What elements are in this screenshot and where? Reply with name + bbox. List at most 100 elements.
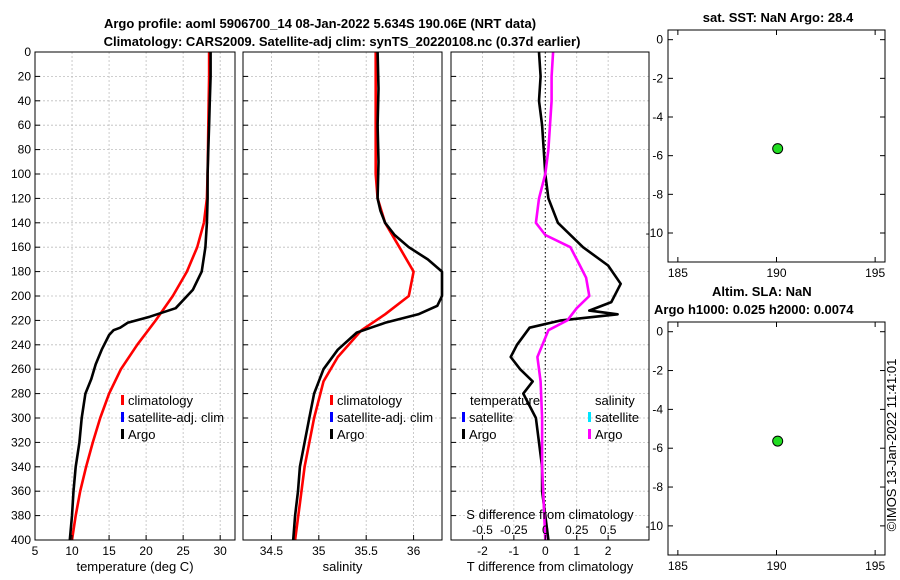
main-title-line1: Argo profile: aoml 5906700_14 08-Jan-202… xyxy=(104,16,536,31)
sla-map-panel: 0 -2 -4 -6 -8 -10 185 190 195 xyxy=(646,321,886,573)
main-title-line2: Climatology: CARS2009. Satellite-adj cli… xyxy=(104,34,581,49)
legend-diff-temp-argo-swatch xyxy=(462,429,465,439)
salinity-xtick-label: 35 xyxy=(312,544,326,558)
legend-temp-climatology-label: climatology xyxy=(128,393,194,408)
salinity-gridlines xyxy=(243,51,442,541)
temperature-xtick-label: 5 xyxy=(32,544,39,558)
difference-xtick-label: -2 xyxy=(477,544,488,558)
legend-diff-temp-satellite-label: satellite xyxy=(469,410,513,425)
legend-sal-argo-swatch xyxy=(330,429,333,439)
depth-tick-label: 80 xyxy=(18,143,32,157)
sla-ytick-label: -2 xyxy=(652,364,663,378)
depth-tick-label: 140 xyxy=(11,216,31,230)
legend-temp-satellite-adj-swatch xyxy=(121,412,124,422)
legend-diff-salinity-heading: salinity xyxy=(595,393,635,408)
temperature-argo-line xyxy=(68,52,212,541)
depth-tick-label: 240 xyxy=(11,338,31,352)
depth-tick-label: 0 xyxy=(24,45,31,59)
legend-diff-temp-argo-label: Argo xyxy=(469,427,496,442)
legend-sal-argo-label: Argo xyxy=(337,427,364,442)
difference-xtick-label: 2 xyxy=(605,544,612,558)
depth-tick-label: 60 xyxy=(18,118,32,132)
legend-sal-satellite-adj-swatch xyxy=(330,412,333,422)
depth-tick-label: 120 xyxy=(11,191,31,205)
sst-xtick-label: 185 xyxy=(668,266,688,280)
sla-ytick-label: -10 xyxy=(646,519,664,533)
salinity-argo-line xyxy=(291,51,444,541)
sst-ytick-label: -6 xyxy=(652,149,663,163)
legend-sal-climatology-label: climatology xyxy=(337,393,403,408)
depth-tick-label: 180 xyxy=(11,265,31,279)
difference-argo-temperature-line xyxy=(509,51,623,541)
sla-ytick-label: -6 xyxy=(652,441,663,455)
depth-tick-label: 320 xyxy=(11,435,31,449)
depth-tick-label: 160 xyxy=(11,240,31,254)
sdiff-tick-label: -0.5 xyxy=(472,523,493,537)
legend-sal-climatology-swatch xyxy=(330,395,333,405)
salinity-xtick-label: 35.5 xyxy=(355,544,379,558)
sst-xtick-label: 195 xyxy=(865,266,885,280)
sdiff-axis-label: S difference from climatology xyxy=(466,507,634,522)
sst-ytick-label: -10 xyxy=(646,226,664,240)
sdiff-tick-label: 0.25 xyxy=(565,523,589,537)
sla-panel-title-line2: Argo h1000: 0.025 h2000: 0.0074 xyxy=(654,302,854,317)
temperature-xlabel: temperature (deg C) xyxy=(76,559,193,574)
temperature-xtick-label: 15 xyxy=(102,544,116,558)
depth-tick-label: 280 xyxy=(11,387,31,401)
legend-diff-temp-satellite-swatch xyxy=(462,412,465,422)
sst-ytick-label: -8 xyxy=(652,187,663,201)
temperature-xtick-label: 30 xyxy=(214,544,228,558)
sla-xtick-label: 190 xyxy=(766,559,786,573)
sla-xtick-label: 185 xyxy=(668,559,688,573)
difference-xlabel: T difference from climatology xyxy=(467,559,634,574)
legend-temp-argo-swatch xyxy=(121,429,124,439)
depth-tick-label: 40 xyxy=(18,94,32,108)
legend-diff-sal-satellite-label: satellite xyxy=(595,410,639,425)
sst-map-panel: 0 -2 -4 -6 -8 -10 185 190 195 xyxy=(646,29,886,280)
sla-ytick-label: 0 xyxy=(656,325,663,339)
temperature-gridlines xyxy=(34,51,235,541)
sla-ytick-label: -8 xyxy=(652,480,663,494)
salinity-panel: 34.5 35 35.5 36 salinity xyxy=(242,51,444,574)
depth-tick-label: 360 xyxy=(11,484,31,498)
temperature-xtick-label: 25 xyxy=(176,544,190,558)
sla-xtick-label: 195 xyxy=(865,559,885,573)
temperature-xtick-label: 10 xyxy=(65,544,79,558)
sst-ytick-label: 0 xyxy=(656,33,663,47)
legend-diff-sal-argo-swatch xyxy=(588,429,591,439)
sla-float-location-point xyxy=(772,435,784,447)
sla-ytick-label: -4 xyxy=(652,402,663,416)
sdiff-tick-label: -0.25 xyxy=(500,523,528,537)
sst-float-location-point xyxy=(772,143,784,155)
temperature-xtick-label: 20 xyxy=(139,544,153,558)
salinity-xtick-label: 36 xyxy=(407,544,421,558)
sst-ytick-label: -4 xyxy=(652,110,663,124)
difference-xtick-label: 1 xyxy=(573,544,580,558)
depth-tick-label: 340 xyxy=(11,460,31,474)
difference-argo-salinity-line xyxy=(534,51,591,541)
depth-tick-label: 220 xyxy=(11,313,31,327)
legend-temp-climatology-swatch xyxy=(121,395,124,405)
imos-timestamp: ©IMOS 13-Jan-2022 11:41:01 xyxy=(884,359,899,532)
salinity-xlabel: salinity xyxy=(323,559,363,574)
depth-tick-label: 100 xyxy=(11,167,31,181)
sdiff-tick-label: 0 xyxy=(542,523,549,537)
sdiff-tick-label: 0.5 xyxy=(600,523,617,537)
difference-xtick-label: -1 xyxy=(509,544,520,558)
sst-xtick-label: 190 xyxy=(766,266,786,280)
sla-panel-title-line1: Altim. SLA: NaN xyxy=(712,284,812,299)
legend-temp-argo-label: Argo xyxy=(128,427,155,442)
depth-tick-label: 380 xyxy=(11,509,31,523)
sst-ytick-label: -2 xyxy=(652,71,663,85)
difference-xtick-label: 0 xyxy=(542,544,549,558)
depth-tick-label: 260 xyxy=(11,362,31,376)
sst-panel-title: sat. SST: NaN Argo: 28.4 xyxy=(703,10,854,25)
salinity-climatology-line xyxy=(293,52,415,541)
depth-tick-label: 20 xyxy=(18,69,32,83)
legend-diff-temperature-heading: temperature xyxy=(470,393,540,408)
legend-sal-satellite-adj-label: satellite-adj. clim xyxy=(337,410,433,425)
legend-diff-sal-satellite-swatch xyxy=(588,412,591,422)
depth-tick-label: 200 xyxy=(11,289,31,303)
legend-diff-sal-argo-label: Argo xyxy=(595,427,622,442)
